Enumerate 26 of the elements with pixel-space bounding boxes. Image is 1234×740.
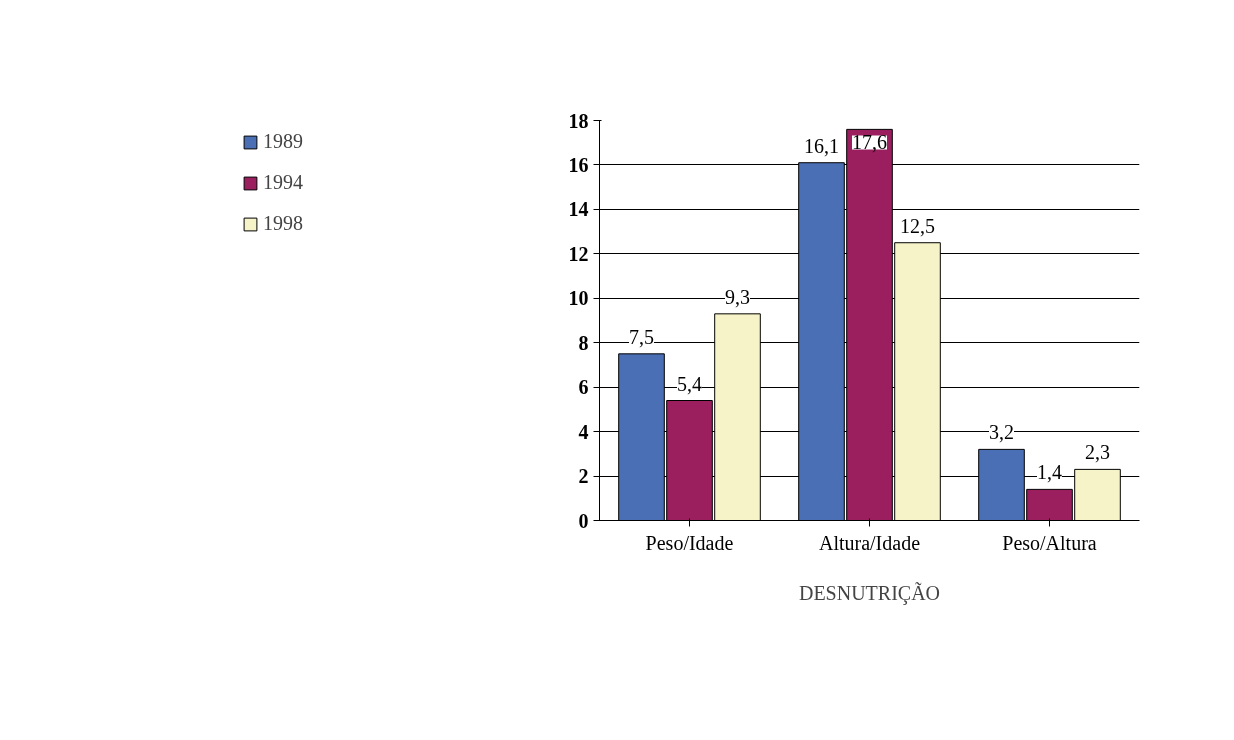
data-label: 17,6 <box>852 131 887 154</box>
x-tick-label: Peso/Idade <box>645 531 734 554</box>
legend-label: 1989 <box>263 130 303 153</box>
y-tick-label: 12 <box>568 242 589 265</box>
legend-label: 1994 <box>263 171 303 194</box>
legend-label: 1998 <box>263 212 303 235</box>
y-tick-label: 8 <box>578 331 589 354</box>
data-label: 3,2 <box>989 421 1014 444</box>
data-label: 5,4 <box>677 372 702 395</box>
data-label: 16,1 <box>804 134 839 157</box>
data-label: 7,5 <box>629 325 654 348</box>
y-tick-label: 16 <box>568 153 589 176</box>
data-label: 9,3 <box>725 285 750 308</box>
y-tick-label: 10 <box>568 287 589 310</box>
y-tick-label: 6 <box>578 376 589 399</box>
x-axis-title: DESNUTRIÇÃO <box>798 580 941 605</box>
data-label: 12,5 <box>900 214 935 237</box>
x-tick-label: Peso/Altura <box>1002 531 1097 554</box>
x-tick-label: Altura/Idade <box>818 531 921 554</box>
data-label: 2,3 <box>1085 441 1110 464</box>
y-tick-label: 18 <box>568 109 589 132</box>
y-tick-label: 2 <box>578 465 589 488</box>
y-tick-label: 0 <box>578 509 589 532</box>
data-label: 1,4 <box>1037 461 1062 484</box>
y-tick-label: 14 <box>568 198 589 221</box>
y-tick-label: 4 <box>578 420 589 443</box>
